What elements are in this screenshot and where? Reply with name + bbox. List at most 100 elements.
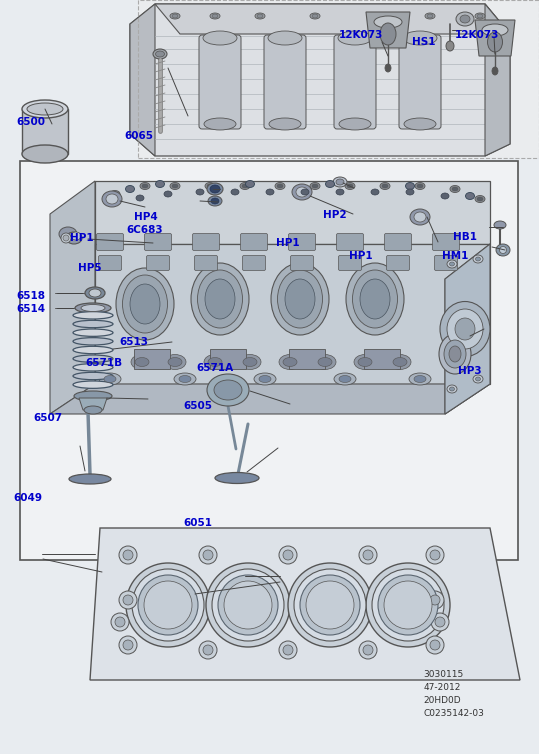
Ellipse shape (389, 354, 411, 369)
Ellipse shape (312, 184, 318, 188)
Ellipse shape (455, 318, 475, 340)
FancyBboxPatch shape (147, 256, 169, 271)
Ellipse shape (170, 182, 180, 189)
Bar (364, 349, 400, 369)
Ellipse shape (155, 180, 164, 188)
Polygon shape (138, 0, 539, 158)
Ellipse shape (426, 591, 444, 609)
Ellipse shape (359, 641, 377, 659)
Ellipse shape (384, 581, 432, 629)
Ellipse shape (292, 184, 312, 200)
Ellipse shape (84, 406, 102, 414)
Text: HP3: HP3 (458, 366, 482, 376)
Text: 20HD0D: 20HD0D (423, 696, 461, 705)
Ellipse shape (492, 67, 498, 75)
Ellipse shape (73, 372, 113, 380)
Ellipse shape (205, 182, 215, 189)
Ellipse shape (358, 357, 372, 366)
Ellipse shape (269, 118, 301, 130)
Ellipse shape (339, 375, 351, 382)
Ellipse shape (240, 182, 250, 189)
Ellipse shape (75, 303, 111, 313)
Ellipse shape (115, 617, 125, 627)
Ellipse shape (135, 357, 149, 366)
Ellipse shape (231, 189, 239, 195)
Ellipse shape (473, 255, 483, 263)
Ellipse shape (300, 575, 360, 635)
Ellipse shape (485, 40, 495, 48)
Ellipse shape (336, 189, 344, 195)
Ellipse shape (440, 302, 490, 357)
Ellipse shape (430, 550, 440, 560)
Ellipse shape (138, 575, 198, 635)
Ellipse shape (277, 184, 283, 188)
Bar (134, 349, 170, 369)
FancyBboxPatch shape (291, 256, 314, 271)
Ellipse shape (326, 180, 335, 188)
Polygon shape (130, 4, 155, 156)
Ellipse shape (475, 195, 485, 203)
Text: 6C683: 6C683 (127, 225, 163, 235)
Ellipse shape (372, 14, 378, 18)
FancyBboxPatch shape (288, 234, 315, 250)
Ellipse shape (211, 198, 219, 204)
Text: HM1: HM1 (442, 251, 468, 262)
Polygon shape (130, 4, 510, 156)
FancyBboxPatch shape (240, 234, 267, 250)
Ellipse shape (347, 184, 353, 188)
Ellipse shape (450, 387, 454, 391)
Ellipse shape (61, 233, 71, 243)
Ellipse shape (385, 64, 391, 72)
Ellipse shape (174, 373, 196, 385)
Ellipse shape (255, 13, 265, 19)
Text: 6518: 6518 (16, 291, 45, 302)
Ellipse shape (73, 320, 113, 328)
Ellipse shape (279, 546, 297, 564)
Ellipse shape (431, 613, 449, 631)
Ellipse shape (487, 32, 502, 52)
Ellipse shape (224, 581, 272, 629)
FancyBboxPatch shape (144, 234, 171, 250)
Ellipse shape (215, 473, 259, 483)
Ellipse shape (475, 13, 485, 19)
Ellipse shape (456, 12, 474, 26)
Ellipse shape (164, 354, 186, 369)
Ellipse shape (73, 363, 113, 371)
FancyBboxPatch shape (243, 256, 266, 271)
Ellipse shape (69, 474, 111, 484)
Ellipse shape (208, 196, 222, 206)
Text: HB1: HB1 (453, 231, 477, 242)
Ellipse shape (271, 263, 329, 335)
Ellipse shape (66, 232, 82, 244)
FancyBboxPatch shape (192, 234, 219, 250)
Ellipse shape (203, 31, 237, 45)
Ellipse shape (89, 289, 101, 297)
Ellipse shape (444, 340, 466, 368)
Ellipse shape (119, 546, 137, 564)
FancyBboxPatch shape (399, 35, 441, 129)
Ellipse shape (354, 354, 376, 369)
Text: HP5: HP5 (78, 262, 102, 273)
Text: 47-2012: 47-2012 (423, 683, 460, 692)
Ellipse shape (500, 247, 507, 253)
Ellipse shape (126, 563, 210, 647)
Ellipse shape (475, 257, 480, 261)
Ellipse shape (447, 309, 483, 349)
Ellipse shape (430, 595, 440, 605)
Text: HP1: HP1 (349, 251, 373, 262)
Ellipse shape (415, 182, 425, 189)
Ellipse shape (99, 373, 121, 385)
Ellipse shape (63, 235, 69, 241)
Ellipse shape (283, 550, 293, 560)
Text: 12K073: 12K073 (454, 30, 499, 41)
Ellipse shape (447, 385, 457, 393)
Ellipse shape (460, 15, 470, 23)
Ellipse shape (301, 189, 309, 195)
Ellipse shape (85, 287, 105, 299)
Ellipse shape (132, 569, 204, 641)
Polygon shape (50, 384, 490, 414)
Polygon shape (445, 244, 490, 414)
Bar (289, 349, 325, 369)
Text: 6571A: 6571A (197, 363, 234, 373)
Ellipse shape (417, 184, 423, 188)
